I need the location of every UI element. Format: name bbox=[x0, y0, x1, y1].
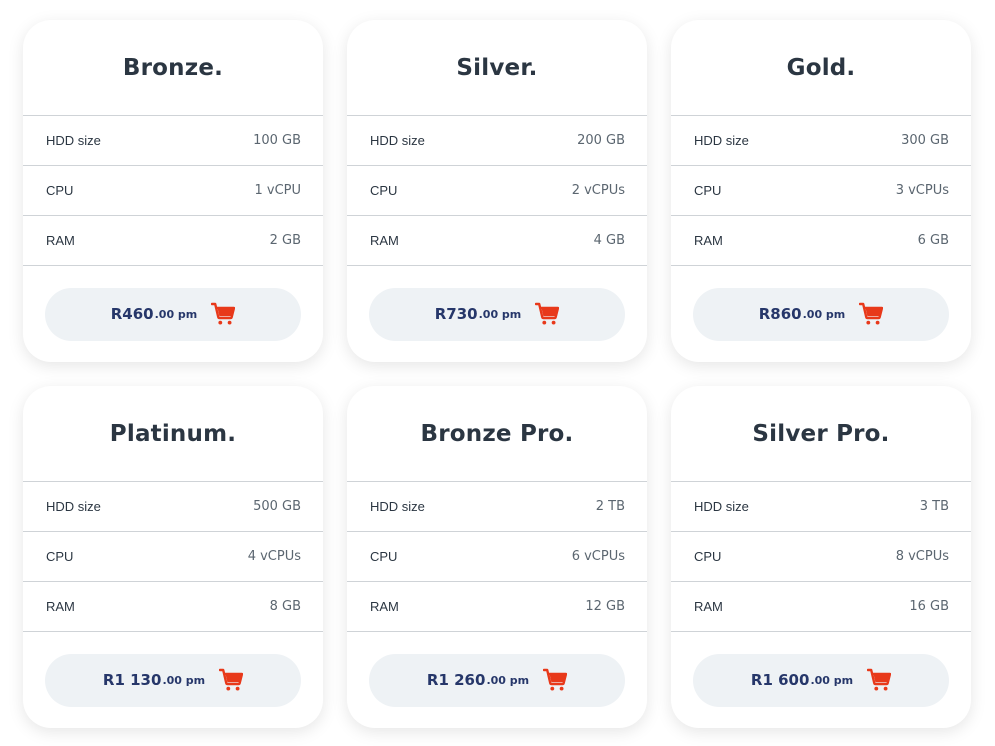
spec-value: 2 vCPUs bbox=[571, 183, 625, 198]
spec-label: RAM bbox=[46, 599, 75, 614]
price-cents: .00 pm bbox=[162, 673, 206, 687]
spec-row-ram: RAM 2 GB bbox=[23, 215, 323, 266]
spec-value: 4 vCPUs bbox=[247, 549, 301, 564]
shopping-cart-icon bbox=[859, 302, 884, 325]
plan-card-bronze: Bronze. HDD size 100 GB CPU 1 vCPU RAM 2… bbox=[23, 20, 323, 362]
price-area: R460 .00 pm bbox=[23, 266, 323, 362]
spec-value: 2 GB bbox=[269, 233, 301, 248]
spec-row-ram: RAM 12 GB bbox=[347, 581, 647, 632]
spec-label: HDD size bbox=[46, 133, 101, 148]
spec-row-cpu: CPU 6 vCPUs bbox=[347, 531, 647, 581]
plan-title: Bronze. bbox=[122, 54, 224, 81]
spec-label: RAM bbox=[370, 599, 399, 614]
plan-title: Platinum. bbox=[109, 420, 237, 447]
spec-label: CPU bbox=[370, 549, 398, 564]
price-cents: .00 pm bbox=[154, 307, 198, 321]
shopping-cart-icon bbox=[535, 302, 560, 325]
price-amount: R1 130 bbox=[102, 671, 162, 689]
shopping-cart-icon bbox=[219, 668, 244, 691]
shopping-cart-icon bbox=[543, 668, 568, 691]
spec-row-cpu: CPU 4 vCPUs bbox=[23, 531, 323, 581]
spec-value: 3 vCPUs bbox=[895, 183, 949, 198]
spec-row-ram: RAM 6 GB bbox=[671, 215, 971, 266]
price-amount: R860 bbox=[758, 305, 802, 323]
spec-value: 12 GB bbox=[585, 599, 625, 614]
spec-row-hdd: HDD size 3 TB bbox=[671, 481, 971, 531]
spec-row-ram: RAM 4 GB bbox=[347, 215, 647, 266]
buy-button-silver-pro[interactable]: R1 600 .00 pm bbox=[693, 653, 949, 707]
plan-title: Silver Pro. bbox=[752, 420, 890, 447]
price-amount: R460 bbox=[110, 305, 154, 323]
plan-card-bronze-pro: Bronze Pro. HDD size 2 TB CPU 6 vCPUs RA… bbox=[347, 386, 647, 728]
spec-row-cpu: CPU 3 vCPUs bbox=[671, 165, 971, 215]
plan-card-gold: Gold. HDD size 300 GB CPU 3 vCPUs RAM 6 … bbox=[671, 20, 971, 362]
spec-value: 6 GB bbox=[917, 233, 949, 248]
spec-value: 300 GB bbox=[901, 133, 949, 148]
spec-value: 1 vCPU bbox=[254, 183, 301, 198]
spec-value: 8 vCPUs bbox=[895, 549, 949, 564]
plan-title: Gold. bbox=[786, 54, 856, 81]
spec-row-cpu: CPU 8 vCPUs bbox=[671, 531, 971, 581]
shopping-cart-icon bbox=[867, 668, 892, 691]
spec-value: 3 TB bbox=[919, 499, 949, 514]
plan-title: Bronze Pro. bbox=[420, 420, 574, 447]
price-area: R860 .00 pm bbox=[671, 266, 971, 362]
price-area: R1 130 .00 pm bbox=[23, 632, 323, 728]
spec-value: 2 TB bbox=[595, 499, 625, 514]
spec-label: HDD size bbox=[370, 133, 425, 148]
plan-card-silver: Silver. HDD size 200 GB CPU 2 vCPUs RAM … bbox=[347, 20, 647, 362]
spec-label: CPU bbox=[370, 183, 398, 198]
plan-card-silver-pro: Silver Pro. HDD size 3 TB CPU 8 vCPUs RA… bbox=[671, 386, 971, 728]
spec-row-hdd: HDD size 500 GB bbox=[23, 481, 323, 531]
spec-value: 500 GB bbox=[253, 499, 301, 514]
spec-label: RAM bbox=[46, 233, 75, 248]
spec-label: HDD size bbox=[46, 499, 101, 514]
spec-label: CPU bbox=[46, 549, 74, 564]
spec-row-cpu: CPU 1 vCPU bbox=[23, 165, 323, 215]
price-amount: R1 600 bbox=[750, 671, 810, 689]
price-area: R1 260 .00 pm bbox=[347, 632, 647, 728]
price-cents: .00 pm bbox=[802, 307, 846, 321]
spec-row-hdd: HDD size 200 GB bbox=[347, 115, 647, 165]
spec-value: 4 GB bbox=[593, 233, 625, 248]
buy-button-silver[interactable]: R730 .00 pm bbox=[369, 287, 625, 341]
price-area: R1 600 .00 pm bbox=[671, 632, 971, 728]
spec-label: CPU bbox=[46, 183, 74, 198]
shopping-cart-icon bbox=[211, 302, 236, 325]
spec-label: HDD size bbox=[694, 499, 749, 514]
spec-value: 200 GB bbox=[577, 133, 625, 148]
plan-card-platinum: Platinum. HDD size 500 GB CPU 4 vCPUs RA… bbox=[23, 386, 323, 728]
buy-button-platinum[interactable]: R1 130 .00 pm bbox=[45, 653, 301, 707]
spec-label: RAM bbox=[694, 233, 723, 248]
spec-value: 100 GB bbox=[253, 133, 301, 148]
spec-label: RAM bbox=[694, 599, 723, 614]
spec-label: HDD size bbox=[370, 499, 425, 514]
price-cents: .00 pm bbox=[478, 307, 522, 321]
buy-button-gold[interactable]: R860 .00 pm bbox=[693, 287, 949, 341]
price-amount: R1 260 bbox=[426, 671, 486, 689]
spec-label: HDD size bbox=[694, 133, 749, 148]
price-amount: R730 bbox=[434, 305, 478, 323]
spec-row-ram: RAM 16 GB bbox=[671, 581, 971, 632]
spec-row-hdd: HDD size 300 GB bbox=[671, 115, 971, 165]
spec-value: 6 vCPUs bbox=[571, 549, 625, 564]
spec-row-hdd: HDD size 100 GB bbox=[23, 115, 323, 165]
price-area: R730 .00 pm bbox=[347, 266, 647, 362]
price-cents: .00 pm bbox=[486, 673, 530, 687]
price-cents: .00 pm bbox=[810, 673, 854, 687]
spec-value: 16 GB bbox=[909, 599, 949, 614]
spec-row-hdd: HDD size 2 TB bbox=[347, 481, 647, 531]
spec-row-cpu: CPU 2 vCPUs bbox=[347, 165, 647, 215]
buy-button-bronze[interactable]: R460 .00 pm bbox=[45, 287, 301, 341]
buy-button-bronze-pro[interactable]: R1 260 .00 pm bbox=[369, 653, 625, 707]
spec-value: 8 GB bbox=[269, 599, 301, 614]
spec-row-ram: RAM 8 GB bbox=[23, 581, 323, 632]
spec-label: CPU bbox=[694, 549, 722, 564]
plan-title: Silver. bbox=[456, 54, 538, 81]
spec-label: CPU bbox=[694, 183, 722, 198]
spec-label: RAM bbox=[370, 233, 399, 248]
